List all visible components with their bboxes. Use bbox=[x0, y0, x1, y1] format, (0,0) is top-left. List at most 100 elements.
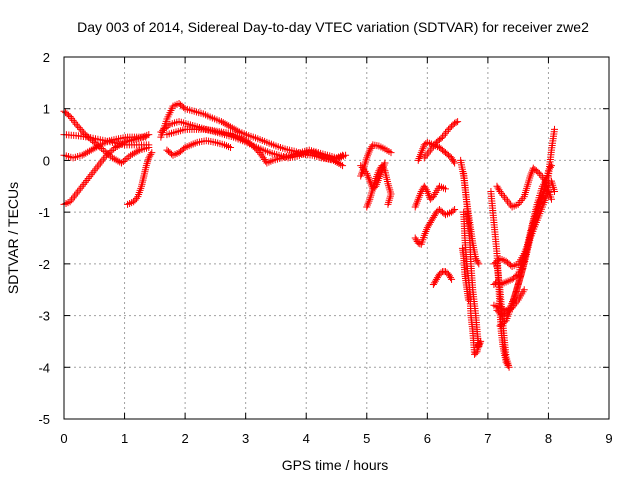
data-point bbox=[93, 163, 101, 171]
x-tick-label: 0 bbox=[60, 431, 67, 446]
data-point bbox=[110, 155, 118, 163]
data-point bbox=[77, 184, 85, 192]
data-point bbox=[447, 274, 455, 282]
data-point bbox=[232, 126, 240, 134]
data-point bbox=[75, 124, 83, 132]
data-point bbox=[448, 122, 456, 130]
data-point bbox=[520, 286, 528, 294]
data-point bbox=[102, 151, 110, 159]
data-point bbox=[331, 157, 339, 165]
data-point bbox=[65, 111, 73, 119]
axis-ticks bbox=[63, 56, 610, 420]
data-point bbox=[119, 157, 127, 165]
y-tick-label: -3 bbox=[38, 309, 50, 324]
data-point bbox=[159, 126, 167, 134]
data-point bbox=[80, 150, 88, 158]
data-point bbox=[258, 152, 266, 160]
x-tick-label: 5 bbox=[363, 431, 370, 446]
data-point bbox=[517, 197, 525, 205]
data-point bbox=[474, 258, 482, 266]
data-point bbox=[89, 145, 97, 153]
series-arc-j bbox=[357, 141, 395, 180]
data-point bbox=[252, 145, 260, 153]
data-point bbox=[451, 159, 459, 167]
data-point bbox=[99, 146, 107, 154]
data-point bbox=[145, 131, 153, 139]
data-point bbox=[501, 318, 509, 326]
data-point bbox=[426, 146, 434, 154]
data-point bbox=[237, 134, 245, 142]
data-point bbox=[74, 188, 82, 196]
data-point bbox=[551, 187, 558, 195]
data-point bbox=[425, 148, 433, 156]
data-point bbox=[113, 142, 121, 150]
data-point bbox=[115, 141, 123, 149]
data-point bbox=[454, 118, 462, 126]
data-point bbox=[95, 142, 103, 150]
data-point bbox=[78, 182, 86, 190]
data-point bbox=[147, 150, 155, 158]
data-point bbox=[236, 133, 244, 141]
data-point bbox=[71, 192, 79, 200]
data-point bbox=[127, 151, 135, 159]
series-arc-u bbox=[457, 156, 483, 268]
data-point bbox=[546, 163, 554, 171]
data-point bbox=[219, 119, 227, 127]
data-point bbox=[125, 153, 133, 161]
data-point bbox=[223, 121, 231, 129]
data-point bbox=[82, 149, 90, 157]
data-point bbox=[227, 144, 235, 151]
series-arc-g bbox=[157, 118, 347, 170]
data-point bbox=[89, 169, 97, 177]
series-arc-e bbox=[124, 149, 156, 208]
data-point bbox=[180, 103, 188, 111]
data-point bbox=[437, 134, 445, 142]
data-point bbox=[119, 139, 127, 147]
data-point bbox=[333, 158, 341, 166]
grid-layer bbox=[64, 57, 609, 419]
series-arc-l bbox=[363, 162, 395, 211]
series-arc-q bbox=[429, 268, 456, 289]
data-point bbox=[534, 168, 542, 176]
x-tick-label: 1 bbox=[121, 431, 128, 446]
data-point bbox=[74, 122, 82, 130]
data-point bbox=[162, 123, 170, 131]
series-arc-t bbox=[458, 244, 473, 304]
data-point bbox=[99, 155, 107, 163]
y-axis-label: SDTVAR / TECUs bbox=[5, 182, 21, 294]
data-point bbox=[180, 145, 188, 153]
data-point bbox=[134, 147, 142, 155]
y-tick-label: -5 bbox=[38, 412, 50, 427]
data-point bbox=[472, 349, 480, 357]
data-point bbox=[84, 175, 92, 183]
x-tick-label: 9 bbox=[605, 431, 612, 446]
data-point bbox=[228, 124, 236, 132]
data-point bbox=[251, 144, 259, 151]
series-arc-z bbox=[490, 187, 552, 270]
data-point bbox=[217, 118, 225, 126]
data-point bbox=[71, 118, 79, 126]
data-point bbox=[257, 150, 265, 158]
data-point bbox=[85, 147, 93, 155]
data-point bbox=[106, 148, 114, 156]
data-point bbox=[68, 114, 76, 122]
data-point bbox=[442, 129, 449, 137]
y-tick-label: -4 bbox=[38, 360, 50, 375]
data-point bbox=[451, 119, 459, 127]
data-point bbox=[108, 154, 116, 162]
data-point bbox=[86, 173, 94, 181]
data-point bbox=[98, 157, 106, 165]
data-point bbox=[227, 123, 235, 131]
series-arc-i bbox=[163, 125, 347, 167]
data-point bbox=[241, 136, 249, 144]
data-point bbox=[69, 194, 77, 202]
data-point bbox=[114, 157, 122, 165]
data-point bbox=[78, 127, 86, 135]
data-point bbox=[505, 199, 513, 207]
data-point bbox=[148, 149, 156, 157]
data-point bbox=[260, 155, 268, 163]
series-arc-n bbox=[411, 182, 449, 211]
data-point bbox=[87, 171, 95, 179]
data-point bbox=[448, 275, 456, 283]
